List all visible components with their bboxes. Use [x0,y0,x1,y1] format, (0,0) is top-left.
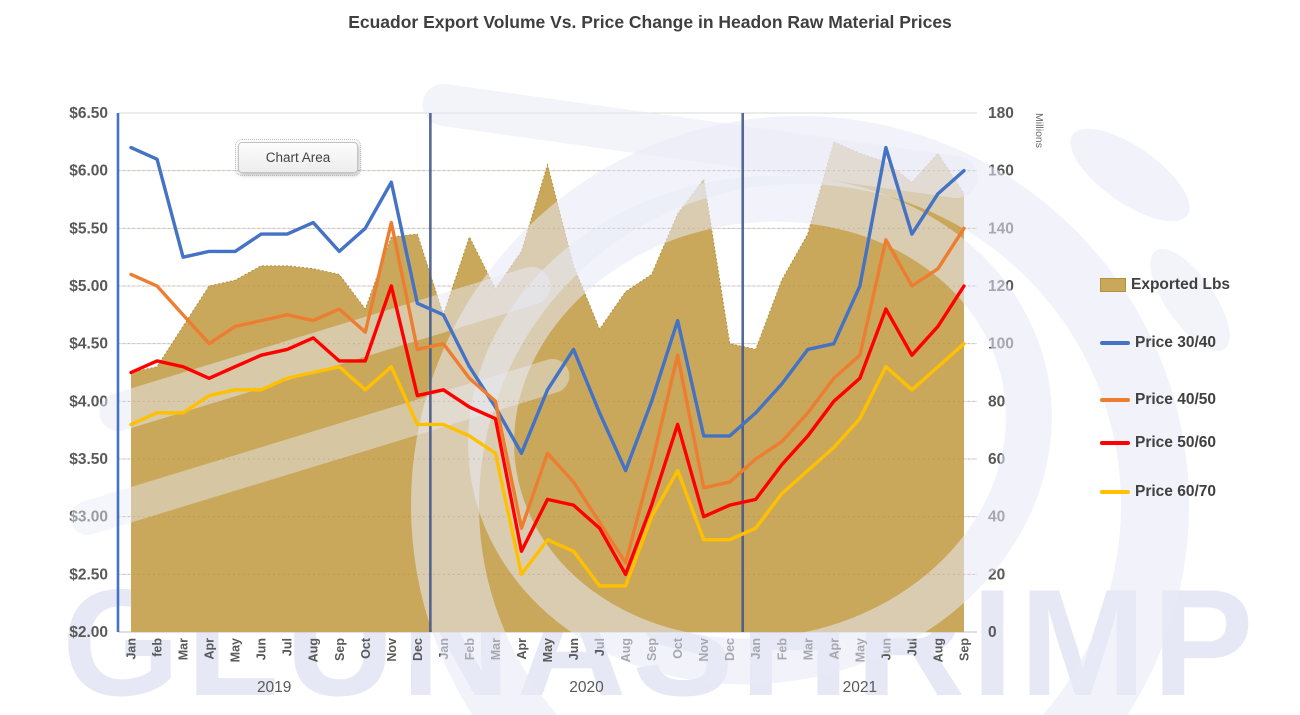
watermark-logo-shape [422,83,978,199]
y-axis-left-tick: $2.00 [69,624,108,641]
legend-item-price-30-40[interactable]: Price 30/40 [1100,334,1216,352]
x-axis-year-label: 2020 [569,679,604,696]
x-axis-month-label: Apr [203,638,217,660]
x-axis-month-label: Sep [957,638,971,661]
exported-lbs-area-border [130,141,965,373]
watermark-logo-shape [468,175,1052,685]
watermark-logo-shape [70,358,570,536]
line-swatch-icon [1100,441,1130,445]
watermark-logo-shape [1150,248,1230,352]
legend-item-exported-lbs[interactable]: Exported Lbs [1100,276,1230,294]
y-axis-left-tick: $4.50 [69,336,108,353]
x-axis-month-label: Oct [359,637,373,659]
area-swatch-icon [1100,278,1126,292]
legend-item-price-50-60[interactable]: Price 50/60 [1100,434,1216,452]
x-axis-month-label: Dec [411,638,425,661]
x-axis-month-label: Jul [905,638,919,656]
x-axis-month-label: May [229,638,243,662]
x-axis-month-label: Jun [255,638,269,660]
y-axis-right-tick: 80 [988,393,1005,410]
y-axis-left-tick: $6.00 [69,163,108,180]
y-axis-right-tick: 180 [988,105,1014,122]
line-swatch-icon [1100,341,1130,345]
x-axis-month-label: Aug [931,638,945,662]
x-axis-month-label: Nov [385,638,399,662]
line-swatch-icon [1100,490,1130,494]
watermark-logo-shape [1070,128,1190,222]
y-axis-left-tick: $5.50 [69,220,108,237]
price-30-40-line[interactable] [129,145,966,473]
y-axis-right-tick: 0 [988,624,997,641]
x-axis-month-label: Apr [515,638,529,660]
y-axis-left-tick: $4.00 [69,393,108,410]
y-axis-left-tick: $2.50 [69,566,108,583]
x-axis-year-label: 2019 [257,679,291,696]
price-40-50-line[interactable] [129,220,966,565]
y-axis-left-tick: $6.50 [69,105,108,122]
x-axis-month-label: Jan [125,638,139,660]
chart-title: Ecuador Export Volume Vs. Price Change i… [348,12,952,32]
y-axis-left-tick: $3.00 [69,509,108,526]
legend-item-price-60-70[interactable]: Price 60/70 [1100,483,1216,501]
line-swatch-icon [1100,398,1130,402]
y-axis-left-tick: $5.00 [69,278,108,295]
chart-area-tooltip-label: Chart Area [265,150,331,165]
x-axis-month-label: Aug [307,638,321,662]
x-axis-month-label: Jun [567,638,581,660]
x-axis-month-label: feb [151,638,165,657]
legend-item-price-40-50[interactable]: Price 40/50 [1100,391,1216,409]
chart-area-tooltip: Chart Area [235,139,361,176]
x-axis-month-label: Jul [281,638,295,656]
x-axis-month-label: Mar [177,638,191,660]
x-axis-month-label: Sep [333,638,347,661]
price-60-70-line[interactable] [129,341,966,588]
x-axis-month-label: May [541,638,555,662]
right-axis-title: Millions [1033,113,1045,148]
x-axis-year-label: 2021 [843,679,877,696]
y-axis-left-tick: $3.50 [69,451,108,468]
price-50-60-line[interactable] [129,284,966,577]
